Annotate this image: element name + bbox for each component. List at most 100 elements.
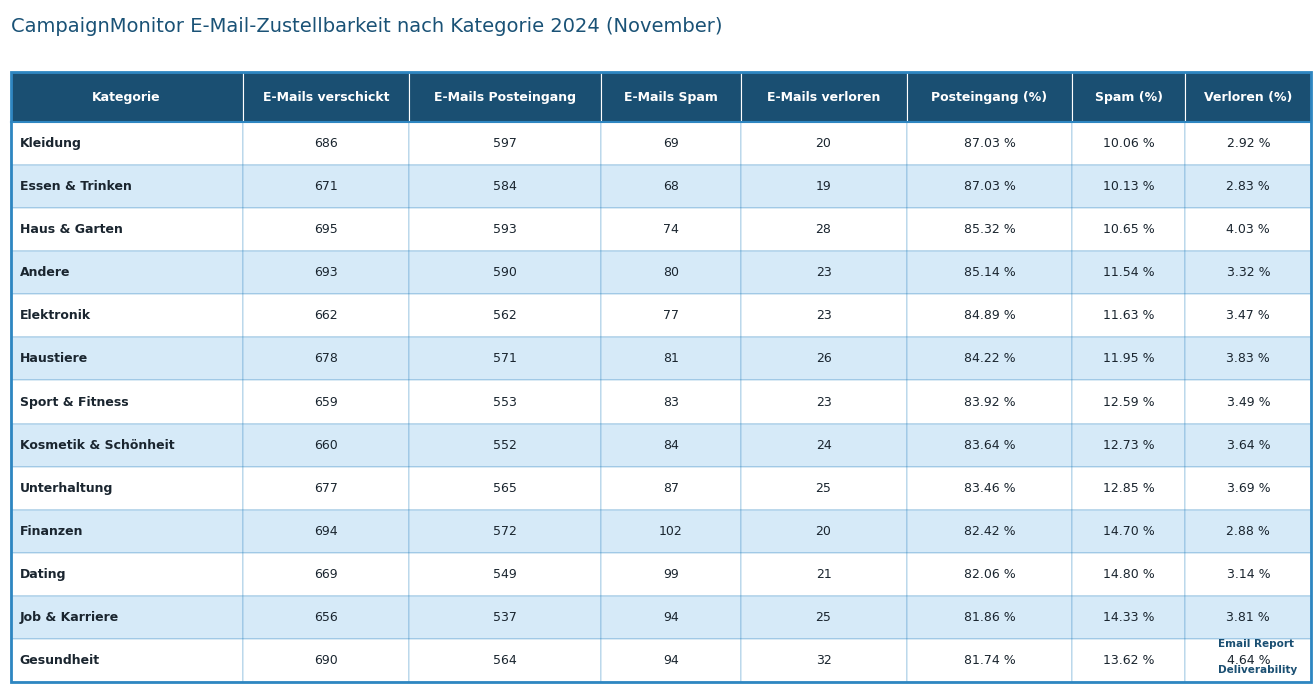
Text: 553: 553 — [493, 395, 516, 409]
Text: 102: 102 — [660, 525, 683, 538]
Text: Elektronik: Elektronik — [20, 309, 91, 322]
Text: 537: 537 — [493, 611, 516, 624]
Text: 14.70 %: 14.70 % — [1102, 525, 1155, 538]
Text: 590: 590 — [493, 266, 516, 279]
Text: 690: 690 — [314, 654, 338, 667]
Text: 20: 20 — [816, 137, 832, 150]
Text: 693: 693 — [314, 266, 338, 279]
Text: 81: 81 — [664, 352, 679, 365]
Text: 4.03 %: 4.03 % — [1226, 223, 1271, 236]
Text: 3.49 %: 3.49 % — [1226, 395, 1271, 409]
Text: 87.03 %: 87.03 % — [963, 180, 1016, 193]
Text: 81.86 %: 81.86 % — [963, 611, 1016, 624]
Text: 74: 74 — [664, 223, 679, 236]
Text: 686: 686 — [314, 137, 338, 150]
Text: Email Report: Email Report — [1218, 639, 1294, 649]
Text: 83.64 %: 83.64 % — [963, 439, 1016, 451]
Text: 671: 671 — [314, 180, 338, 193]
Text: 12.85 %: 12.85 % — [1102, 482, 1155, 495]
Text: E-Mails Posteingang: E-Mails Posteingang — [434, 91, 576, 103]
Text: 25: 25 — [816, 611, 832, 624]
Text: 3.64 %: 3.64 % — [1226, 439, 1271, 451]
Text: 87.03 %: 87.03 % — [963, 137, 1016, 150]
Text: 678: 678 — [314, 352, 338, 365]
Text: 584: 584 — [493, 180, 516, 193]
Text: Kleidung: Kleidung — [20, 137, 81, 150]
Text: 32: 32 — [816, 654, 832, 667]
Text: 2.88 %: 2.88 % — [1226, 525, 1271, 538]
Text: 3.69 %: 3.69 % — [1226, 482, 1271, 495]
Text: 10.13 %: 10.13 % — [1102, 180, 1155, 193]
Text: 3.81 %: 3.81 % — [1226, 611, 1271, 624]
Text: E-Mails Spam: E-Mails Spam — [624, 91, 717, 103]
Text: 69: 69 — [664, 137, 679, 150]
Text: 19: 19 — [816, 180, 832, 193]
Text: Deliverability: Deliverability — [1218, 665, 1297, 675]
Text: 694: 694 — [314, 525, 338, 538]
Text: 84: 84 — [664, 439, 679, 451]
Text: Verloren (%): Verloren (%) — [1204, 91, 1293, 103]
Text: E-Mails verloren: E-Mails verloren — [767, 91, 880, 103]
Text: 3.14 %: 3.14 % — [1226, 568, 1271, 581]
Text: 87: 87 — [662, 482, 679, 495]
Text: 80: 80 — [662, 266, 679, 279]
Text: Spam (%): Spam (%) — [1095, 91, 1163, 103]
Text: 23: 23 — [816, 309, 832, 322]
Text: 12.73 %: 12.73 % — [1102, 439, 1155, 451]
Text: 656: 656 — [314, 611, 338, 624]
Text: 10.06 %: 10.06 % — [1102, 137, 1155, 150]
Text: 23: 23 — [816, 266, 832, 279]
Text: Posteingang (%): Posteingang (%) — [932, 91, 1047, 103]
Text: 11.95 %: 11.95 % — [1102, 352, 1155, 365]
Text: Kategorie: Kategorie — [92, 91, 162, 103]
Text: 593: 593 — [493, 223, 516, 236]
Text: 25: 25 — [816, 482, 832, 495]
Text: 23: 23 — [816, 395, 832, 409]
Text: 20: 20 — [816, 525, 832, 538]
Text: 85.32 %: 85.32 % — [963, 223, 1016, 236]
Text: 565: 565 — [493, 482, 516, 495]
Text: Andere: Andere — [20, 266, 70, 279]
Text: Dating: Dating — [20, 568, 66, 581]
Text: 83: 83 — [664, 395, 679, 409]
Text: 660: 660 — [314, 439, 338, 451]
Text: E-Mails verschickt: E-Mails verschickt — [263, 91, 389, 103]
Text: 572: 572 — [493, 525, 516, 538]
Text: 669: 669 — [314, 568, 338, 581]
Text: 14.80 %: 14.80 % — [1102, 568, 1155, 581]
Text: 77: 77 — [662, 309, 679, 322]
Text: 99: 99 — [664, 568, 679, 581]
Text: 3.47 %: 3.47 % — [1226, 309, 1271, 322]
Text: 3.32 %: 3.32 % — [1226, 266, 1271, 279]
Text: 2.83 %: 2.83 % — [1226, 180, 1271, 193]
Text: Gesundheit: Gesundheit — [20, 654, 100, 667]
Text: 564: 564 — [493, 654, 516, 667]
Text: 83.92 %: 83.92 % — [963, 395, 1016, 409]
Text: 68: 68 — [664, 180, 679, 193]
Text: 2.92 %: 2.92 % — [1226, 137, 1271, 150]
Text: 14.33 %: 14.33 % — [1104, 611, 1155, 624]
Text: 549: 549 — [493, 568, 516, 581]
Text: 85.14 %: 85.14 % — [963, 266, 1016, 279]
Text: CampaignMonitor E-Mail-Zustellbarkeit nach Kategorie 2024 (November): CampaignMonitor E-Mail-Zustellbarkeit na… — [11, 17, 721, 37]
Text: 552: 552 — [493, 439, 516, 451]
Text: Finanzen: Finanzen — [20, 525, 83, 538]
Text: 94: 94 — [664, 654, 679, 667]
Text: Unterhaltung: Unterhaltung — [20, 482, 113, 495]
Text: Haustiere: Haustiere — [20, 352, 88, 365]
Text: 81.74 %: 81.74 % — [963, 654, 1016, 667]
Text: 4.64 %: 4.64 % — [1226, 654, 1271, 667]
Text: 3.83 %: 3.83 % — [1226, 352, 1271, 365]
Text: 84.89 %: 84.89 % — [963, 309, 1016, 322]
Text: 26: 26 — [816, 352, 832, 365]
Text: 94: 94 — [664, 611, 679, 624]
Text: Haus & Garten: Haus & Garten — [20, 223, 122, 236]
Text: 82.06 %: 82.06 % — [963, 568, 1016, 581]
Polygon shape — [1156, 633, 1210, 657]
Text: 562: 562 — [493, 309, 516, 322]
Text: 10.65 %: 10.65 % — [1102, 223, 1155, 236]
Polygon shape — [1156, 633, 1210, 677]
Text: 659: 659 — [314, 395, 338, 409]
Text: 571: 571 — [493, 352, 516, 365]
Text: 83.46 %: 83.46 % — [963, 482, 1016, 495]
